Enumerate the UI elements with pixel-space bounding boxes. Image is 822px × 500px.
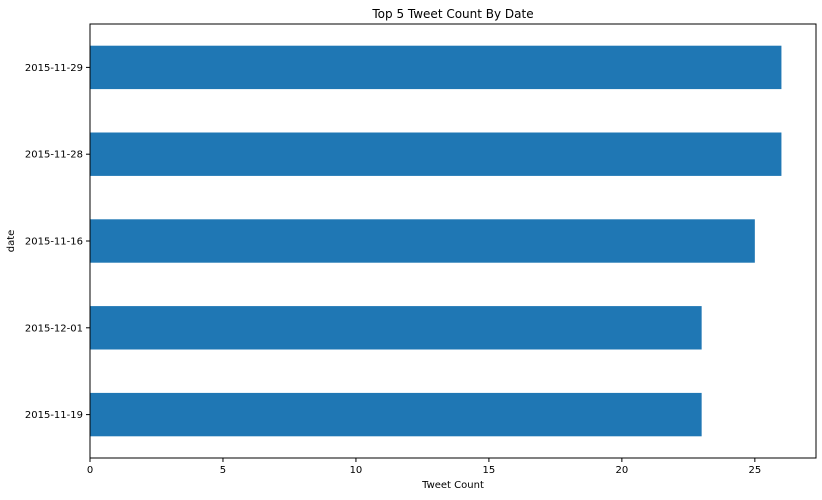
y-axis-label: date (6, 230, 17, 253)
y-tick-label: 2015-11-28 (25, 150, 83, 161)
bar-2015-11-28 (90, 132, 782, 176)
bar-2015-12-01 (90, 306, 702, 350)
bars-layer (90, 45, 782, 437)
x-tick-label: 0 (87, 465, 93, 476)
chart-title: Top 5 Tweet Count By Date (371, 7, 533, 21)
y-tick-label: 2015-11-29 (25, 63, 83, 74)
x-tick-label: 15 (483, 465, 496, 476)
x-tick-label: 25 (748, 465, 761, 476)
x-tick-label: 5 (220, 465, 226, 476)
bar-2015-11-16 (90, 219, 755, 263)
bar-2015-11-29 (90, 45, 782, 90)
x-tick-label: 20 (616, 465, 629, 476)
y-tick-label: 2015-12-01 (25, 323, 83, 334)
x-tick-label: 10 (350, 465, 363, 476)
plot-frame (89, 23, 817, 459)
x-axis-label: Tweet Count (421, 480, 484, 491)
y-tick-label: 2015-11-19 (25, 410, 83, 421)
bar-2015-11-19 (90, 392, 702, 437)
y-tick-label: 2015-11-16 (25, 237, 83, 248)
axes-layer: 2015-11-29 2015-11-28 2015-11-16 2015-12-01… (25, 23, 817, 476)
